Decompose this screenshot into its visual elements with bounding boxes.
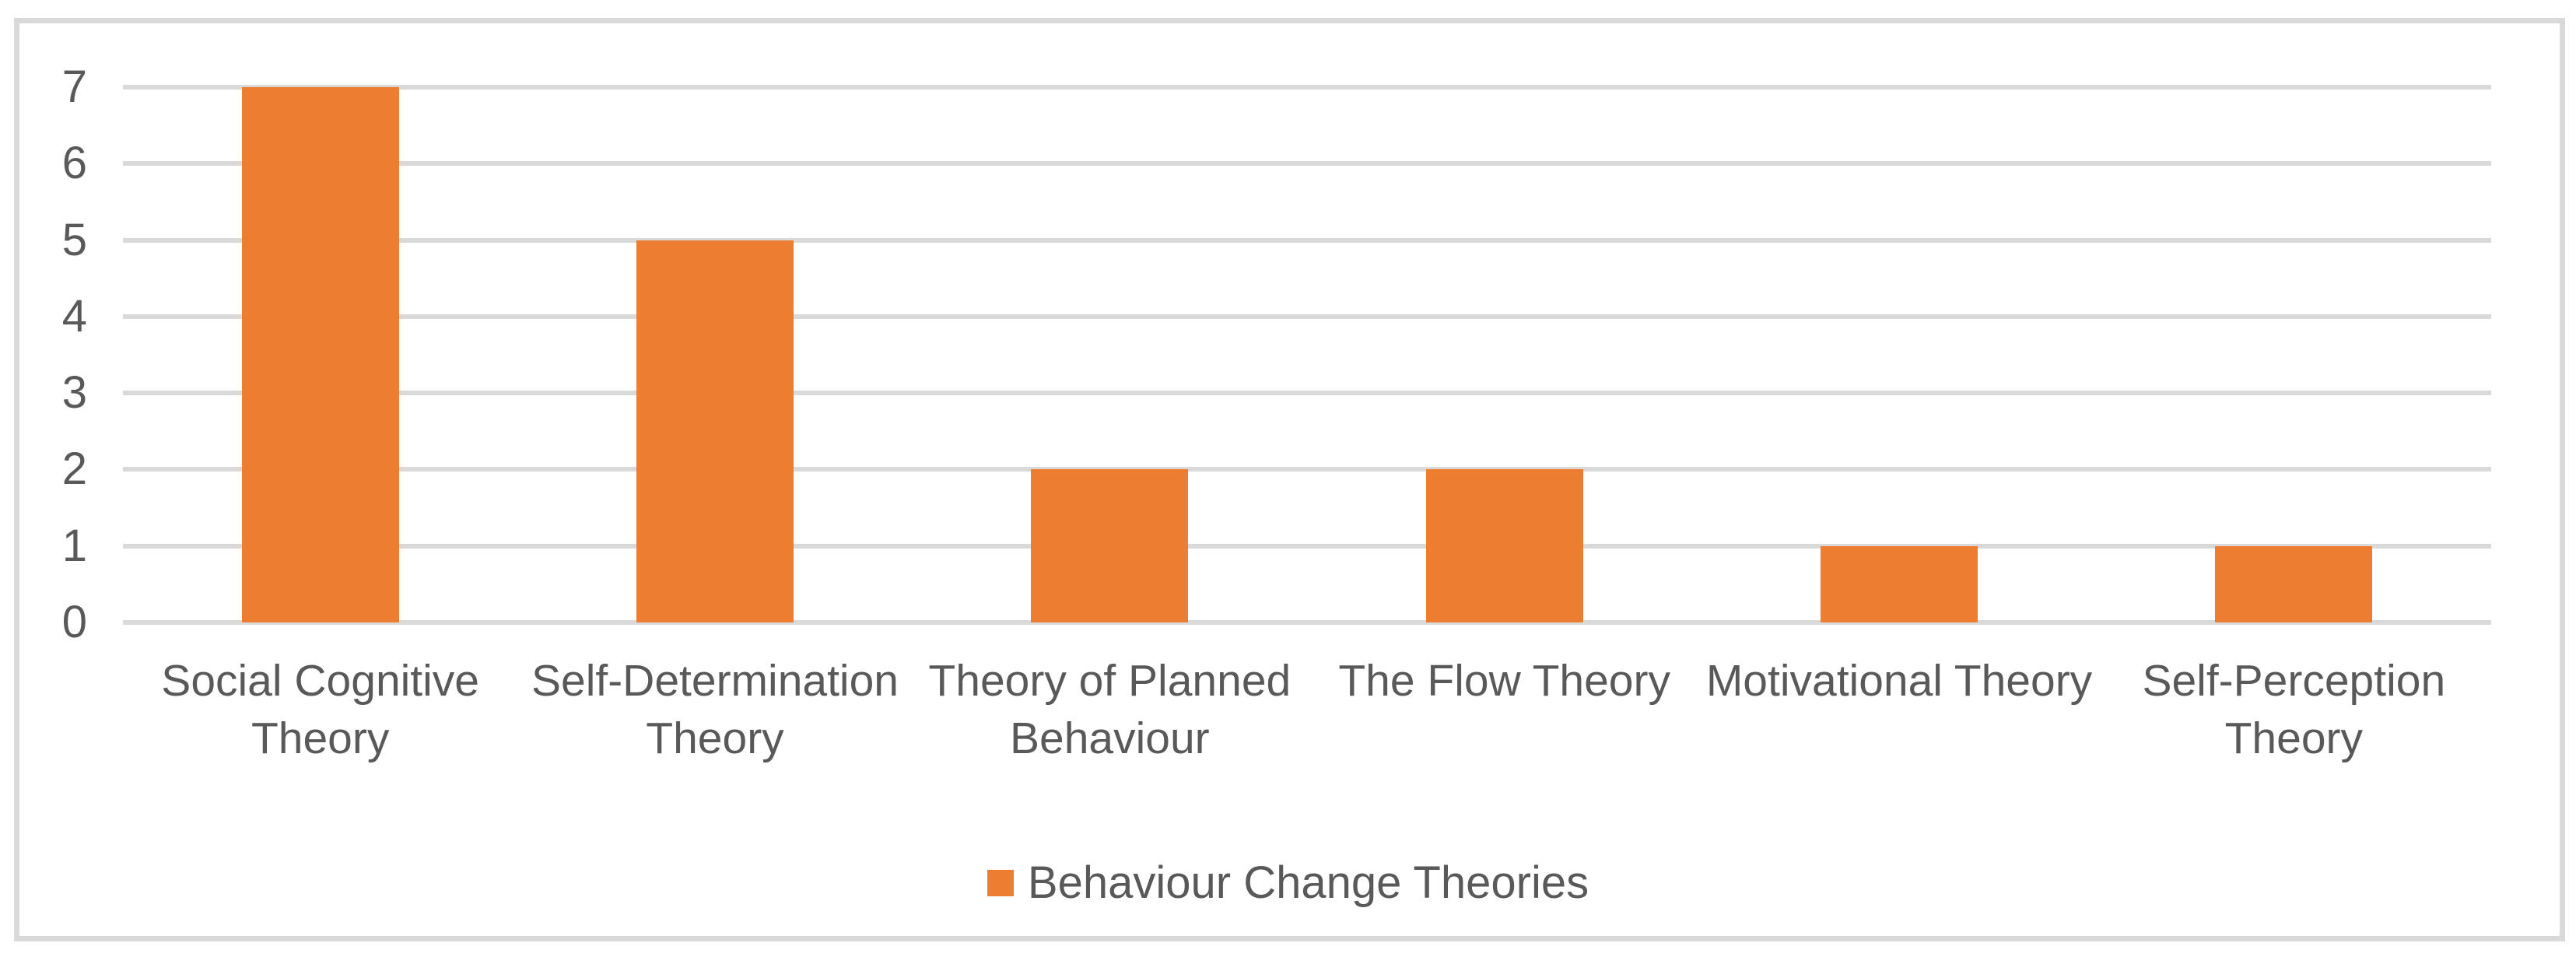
gridline (123, 161, 2491, 167)
y-tick-label: 1 (61, 520, 87, 571)
bar-motivational-theory (1821, 545, 1978, 622)
gridline (123, 391, 2491, 396)
gridline (123, 85, 2491, 89)
y-tick-label: 5 (61, 214, 87, 265)
gridline (123, 314, 2491, 319)
bar-the-flow-theory (1425, 469, 1583, 622)
y-tick-label: 4 (61, 290, 87, 342)
bar-self-perception-theory (2215, 545, 2373, 622)
x-category-label: The Flow Theory (1338, 656, 1670, 706)
x-category-label: Social Cognitive Theory (161, 656, 480, 763)
gridline (123, 543, 2491, 549)
gridline (123, 620, 2491, 625)
gridline (123, 467, 2491, 472)
bar-theory-of-planned-behaviour (1031, 469, 1189, 622)
x-category-label: Self-Determination Theory (531, 656, 899, 763)
gridline (123, 237, 2491, 243)
y-tick-label: 6 (61, 138, 87, 189)
legend-swatch-icon (987, 870, 1014, 896)
legend-label: Behaviour Change Theories (1027, 857, 1589, 908)
bar-social-cognitive-theory (241, 87, 399, 622)
bar-self-determination-theory (636, 240, 794, 622)
y-tick-label: 7 (61, 61, 87, 112)
y-tick-label: 3 (61, 367, 87, 419)
chart-frame (14, 18, 2565, 941)
x-category-label: Self-Perception Theory (2142, 656, 2446, 763)
x-category-label: Theory of Planned Behaviour (928, 656, 1292, 763)
legend: Behaviour Change Theories (0, 856, 2576, 910)
y-tick-label: 2 (61, 443, 87, 495)
x-category-label: Motivational Theory (1705, 656, 2093, 706)
y-tick-label: 0 (61, 597, 87, 647)
